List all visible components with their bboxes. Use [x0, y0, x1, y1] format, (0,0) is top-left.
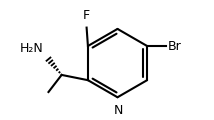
Text: Br: Br: [168, 39, 181, 53]
Text: H₂N: H₂N: [19, 42, 43, 55]
Text: F: F: [83, 9, 90, 22]
Text: N: N: [114, 104, 123, 117]
